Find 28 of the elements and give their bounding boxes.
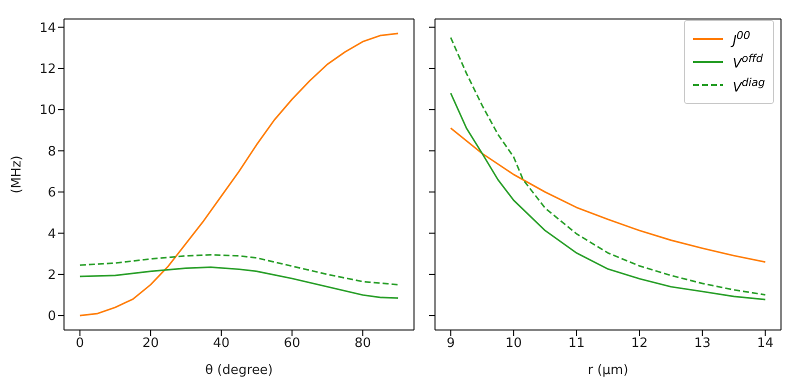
- x-axis-title: θ (degree): [205, 363, 273, 378]
- x-tick-label: 10: [505, 336, 522, 352]
- y-tick-label: 8: [48, 144, 56, 160]
- x-tick-label: 14: [757, 336, 774, 352]
- x-tick-label: 11: [568, 336, 585, 352]
- x-tick-label: 80: [354, 336, 372, 352]
- x-axis-title: r (μm): [588, 363, 628, 378]
- x-tick-label: 40: [213, 336, 230, 352]
- y-tick-label: 6: [48, 186, 56, 201]
- y-tick-label: 14: [39, 20, 56, 36]
- x-tick-label: 13: [694, 336, 711, 352]
- x-tick-label: 60: [284, 336, 300, 352]
- line-series: [79, 32, 399, 316]
- y-tick-label: 2: [48, 268, 56, 284]
- x-tick-label: 12: [631, 336, 648, 352]
- x-tick-label: 20: [142, 336, 159, 352]
- x-tick-label: 0: [76, 336, 84, 352]
- y-tick-label: 12: [39, 62, 56, 78]
- y-tick-label: 10: [39, 103, 56, 118]
- x-tick-label: 9: [446, 336, 455, 352]
- y-axis-title: (MHz): [10, 156, 25, 194]
- legend-label: V$^{offd}$: [732, 52, 763, 72]
- line-series: [79, 254, 399, 286]
- y-tick-label: 0: [48, 309, 56, 324]
- line-series: [79, 266, 399, 299]
- legend-label: V$^{diag}$: [732, 76, 765, 95]
- legend-label: J$^{00}$: [732, 29, 750, 48]
- y-tick-label: 4: [48, 226, 56, 242]
